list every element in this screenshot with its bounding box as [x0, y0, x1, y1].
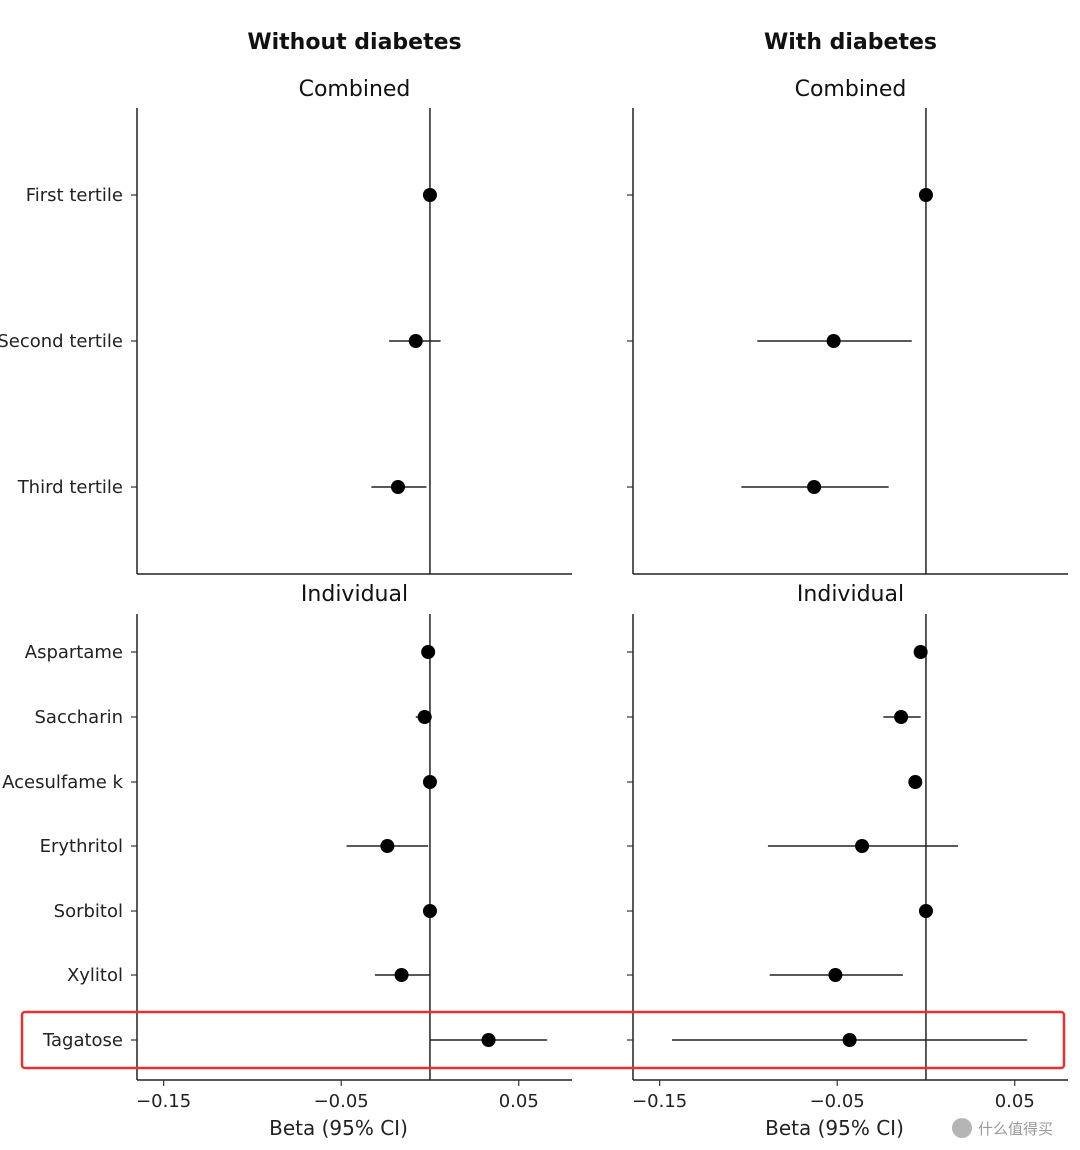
estimate-point: [421, 645, 436, 659]
watermark: 什么值得买: [952, 1118, 1053, 1138]
facet-title: Individual: [301, 582, 408, 607]
panel-with-diabetes-individual: Individual −0.15 −0.05 0.05 Beta (95% CI): [627, 582, 1068, 1140]
row-label: Sorbitol: [54, 901, 123, 922]
row-label: Xylitol: [67, 965, 123, 986]
estimate-point: [855, 839, 870, 853]
x-axis-title: Beta (95% CI): [269, 1116, 408, 1140]
x-tick-label: −0.15: [632, 1091, 687, 1112]
estimate-point: [918, 188, 933, 202]
x-axis-title: Beta (95% CI): [765, 1116, 904, 1140]
estimate-point: [913, 645, 928, 659]
x-tick-label: −0.05: [810, 1091, 865, 1112]
watermark-text: 什么值得买: [978, 1120, 1053, 1138]
estimate-point: [422, 904, 437, 918]
estimate-point: [422, 775, 437, 789]
panel-without-diabetes-individual: Individual Aspartame Saccharin Acesulfame k…: [2, 582, 572, 1140]
estimate-point: [391, 480, 405, 494]
column-title-with-diabetes: With diabetes: [764, 30, 937, 55]
estimate-point: [380, 839, 395, 853]
row-label: Erythritol: [40, 836, 123, 857]
facet-title: Combined: [299, 77, 411, 102]
estimate-point: [807, 480, 822, 494]
watermark-logo-icon: [952, 1118, 972, 1138]
estimate-point: [481, 1033, 496, 1047]
estimate-point: [894, 710, 909, 724]
estimate-point: [842, 1033, 857, 1047]
row-label: Second tertile: [0, 331, 123, 352]
x-tick-label: −0.15: [136, 1091, 191, 1112]
estimate-point: [417, 710, 432, 724]
estimate-point: [918, 904, 933, 918]
estimate-point: [826, 334, 841, 348]
x-tick-label: 0.05: [499, 1091, 539, 1112]
estimate-point: [828, 968, 843, 982]
estimate-point: [394, 968, 409, 982]
column-title-without-diabetes: Without diabetes: [247, 30, 461, 55]
row-label: Aspartame: [25, 642, 123, 663]
estimate-point: [908, 775, 923, 789]
row-label: Saccharin: [35, 707, 124, 728]
row-label: Acesulfame k: [2, 772, 123, 793]
facet-title: Combined: [795, 77, 907, 102]
tagatose-highlight-box: [20, 1010, 1066, 1070]
estimate-point: [408, 334, 423, 348]
row-label: First tertile: [26, 185, 123, 206]
x-tick-label: 0.05: [995, 1091, 1035, 1112]
row-label: Third tertile: [17, 477, 123, 498]
x-tick-label: −0.05: [314, 1091, 369, 1112]
panel-without-diabetes-combined: Combined First tertile Second tertile Third…: [0, 77, 572, 575]
facet-title: Individual: [797, 582, 904, 607]
panel-with-diabetes-combined: Combined: [627, 77, 1068, 575]
estimate-point: [422, 188, 437, 202]
row-label: Tagatose: [42, 1030, 123, 1051]
